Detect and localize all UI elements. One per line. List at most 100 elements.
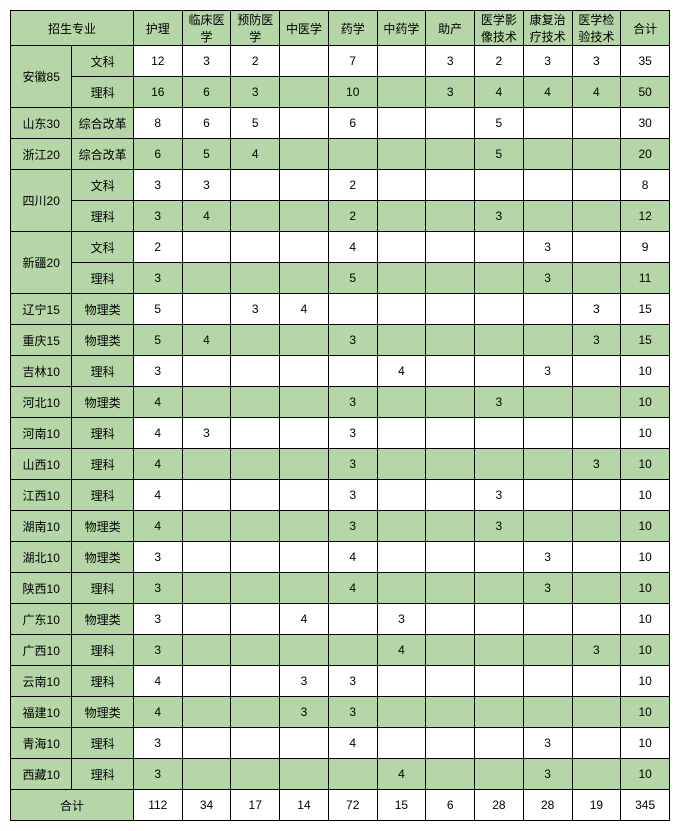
type-cell: 理科 [72,759,133,790]
value-cell [280,573,329,604]
value-cell: 3 [133,356,182,387]
value-cell [377,325,426,356]
value-cell [426,449,475,480]
value-cell: 7 [328,46,377,77]
value-cell [182,635,231,666]
type-cell: 理科 [72,480,133,511]
value-cell: 3 [133,263,182,294]
value-cell: 3 [523,46,572,77]
value-cell: 12 [133,46,182,77]
value-cell [377,77,426,108]
value-cell: 10 [621,511,670,542]
value-cell [280,232,329,263]
value-cell [572,387,621,418]
value-cell [182,728,231,759]
total-cell: 17 [231,790,280,821]
value-cell [426,728,475,759]
value-cell: 3 [426,46,475,77]
type-cell: 文科 [72,46,133,77]
total-cell: 19 [572,790,621,821]
value-cell: 3 [523,356,572,387]
type-cell: 理科 [72,728,133,759]
value-cell [572,511,621,542]
value-cell [231,418,280,449]
value-cell: 3 [572,449,621,480]
value-cell: 3 [133,573,182,604]
value-cell [280,46,329,77]
value-cell [377,232,426,263]
value-cell [523,697,572,728]
value-cell [182,232,231,263]
value-cell [426,294,475,325]
value-cell [426,418,475,449]
value-cell: 6 [133,139,182,170]
value-cell: 3 [572,294,621,325]
type-cell: 物理类 [72,542,133,573]
value-cell: 16 [133,77,182,108]
value-cell [280,325,329,356]
value-cell: 8 [133,108,182,139]
value-cell: 10 [621,697,670,728]
value-cell [377,387,426,418]
value-cell [523,325,572,356]
value-cell: 2 [133,232,182,263]
value-cell [231,666,280,697]
value-cell [426,604,475,635]
value-cell [182,697,231,728]
value-cell [523,387,572,418]
value-cell: 3 [182,46,231,77]
value-cell [426,232,475,263]
province-cell: 湖南10 [11,511,72,542]
value-cell: 4 [572,77,621,108]
value-cell: 3 [182,418,231,449]
header-col: 药学 [328,11,377,46]
province-cell: 山东30 [11,108,72,139]
value-cell [572,759,621,790]
type-cell: 理科 [72,449,133,480]
value-cell [426,263,475,294]
value-cell [572,480,621,511]
value-cell: 3 [523,232,572,263]
value-cell: 15 [621,325,670,356]
value-cell [280,263,329,294]
value-cell: 6 [182,77,231,108]
value-cell: 30 [621,108,670,139]
value-cell: 50 [621,77,670,108]
province-cell: 云南10 [11,666,72,697]
value-cell [572,604,621,635]
value-cell [572,666,621,697]
value-cell: 4 [377,759,426,790]
value-cell [231,325,280,356]
value-cell: 3 [475,480,524,511]
value-cell: 3 [328,387,377,418]
value-cell [182,263,231,294]
value-cell: 3 [328,325,377,356]
value-cell [377,511,426,542]
value-cell [280,418,329,449]
value-cell [426,759,475,790]
value-cell: 4 [182,201,231,232]
value-cell [572,108,621,139]
value-cell [231,232,280,263]
province-cell: 浙江20 [11,139,72,170]
type-cell: 理科 [72,666,133,697]
value-cell [280,387,329,418]
value-cell [231,759,280,790]
value-cell [231,263,280,294]
type-cell: 理科 [72,356,133,387]
type-cell: 理科 [72,573,133,604]
value-cell: 4 [280,294,329,325]
value-cell [280,728,329,759]
province-cell: 重庆15 [11,325,72,356]
value-cell: 3 [182,170,231,201]
type-cell: 物理类 [72,511,133,542]
value-cell: 3 [475,511,524,542]
value-cell [182,480,231,511]
value-cell [231,449,280,480]
value-cell: 3 [133,201,182,232]
value-cell [475,232,524,263]
value-cell [182,449,231,480]
province-cell: 安徽85 [11,46,72,108]
type-cell: 物理类 [72,604,133,635]
type-cell: 理科 [72,263,133,294]
